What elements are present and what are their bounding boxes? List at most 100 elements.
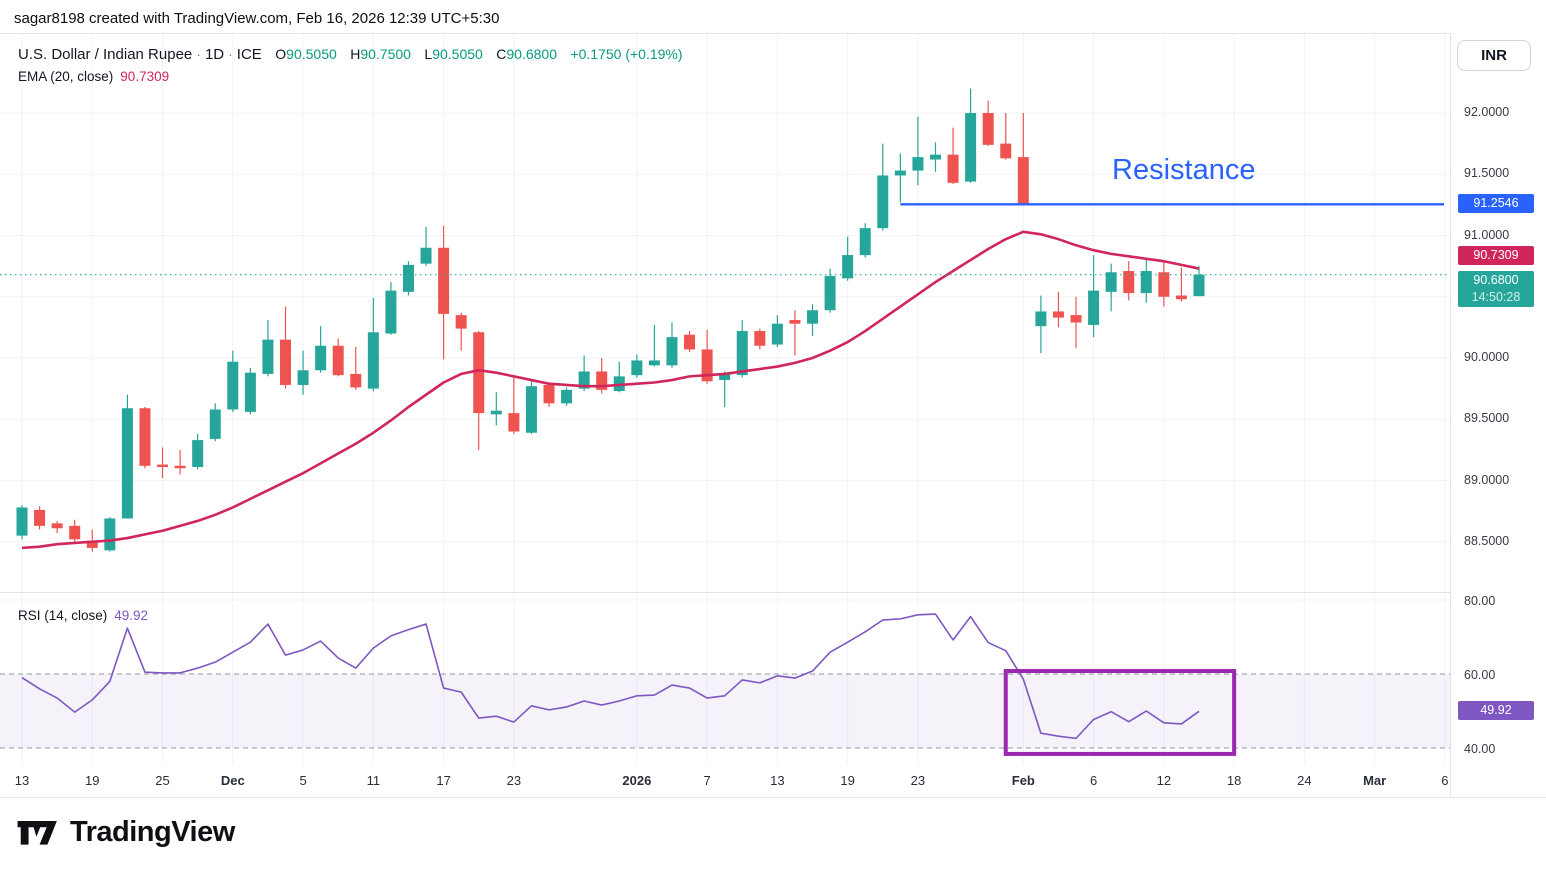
candle-body bbox=[16, 507, 28, 536]
candle-body bbox=[965, 113, 977, 182]
candle-body bbox=[262, 339, 274, 374]
currency-button[interactable]: INR bbox=[1457, 40, 1531, 71]
candle-body bbox=[227, 361, 239, 410]
candle-body bbox=[859, 228, 871, 256]
candle-body bbox=[684, 334, 696, 350]
close-value: 90.6800 bbox=[506, 46, 557, 62]
time-tick-label: 24 bbox=[1297, 773, 1312, 788]
candle-body bbox=[578, 371, 590, 389]
rsi-band bbox=[0, 674, 1450, 748]
candle-body bbox=[1088, 290, 1100, 325]
candle-body bbox=[315, 345, 327, 371]
time-tick-label: 11 bbox=[366, 773, 381, 788]
rsi-tick-label: 60.00 bbox=[1464, 668, 1496, 682]
time-tick-label: 25 bbox=[155, 773, 170, 788]
price-axis[interactable]: INR 92.0000 91.5000 91.0000 90.0000 89.5000 8… bbox=[1450, 33, 1546, 797]
candle-body bbox=[1035, 311, 1047, 327]
price-tick-label: 89.0000 bbox=[1464, 472, 1510, 487]
candle-body bbox=[157, 464, 169, 468]
candle-body bbox=[385, 290, 397, 334]
main-legend: U.S. Dollar / Indian Rupee · 1D · ICE O90.50… bbox=[18, 44, 683, 87]
tradingview-logo-text: TradingView bbox=[70, 815, 235, 848]
resistance-annotation-label[interactable]: Resistance bbox=[1112, 154, 1256, 186]
low-value: 90.5050 bbox=[432, 46, 483, 62]
time-tick-label: 13 bbox=[14, 773, 30, 788]
candle-body bbox=[1052, 311, 1064, 318]
candle-body bbox=[297, 370, 309, 385]
chart-canvas[interactable] bbox=[0, 0, 1546, 798]
time-tick-label: 6 bbox=[1441, 773, 1449, 788]
rsi-indicator-value: 49.92 bbox=[114, 608, 149, 623]
rsi-legend: RSI (14, close) 49.92 bbox=[18, 608, 148, 623]
candle-body bbox=[1123, 271, 1135, 294]
price-tick-label: 91.0000 bbox=[1464, 227, 1510, 242]
time-tick-label: 2026 bbox=[622, 773, 652, 788]
candle-body bbox=[121, 408, 133, 519]
candle-body bbox=[631, 360, 643, 376]
price-tick-label: 89.5000 bbox=[1464, 411, 1510, 426]
candle-body bbox=[34, 509, 46, 526]
candle-body bbox=[86, 540, 98, 548]
rsi-indicator-label[interactable]: RSI (14, close) bbox=[18, 608, 108, 623]
ema-line bbox=[21, 230, 1200, 550]
candle-body bbox=[280, 339, 292, 385]
candle-body bbox=[894, 170, 906, 176]
candle-body bbox=[648, 360, 660, 366]
time-tick-label: 6 bbox=[1089, 773, 1098, 788]
time-axis[interactable]: 13 19 25 Dec 5 11 17 23 2026 7 13 19 23 Feb 6 12 18 24 Mar… bbox=[0, 765, 1450, 797]
candle-body bbox=[1175, 295, 1187, 300]
ema-indicator-label[interactable]: EMA (20, close) bbox=[18, 69, 114, 84]
price-tick-label: 92.0000 bbox=[1464, 105, 1510, 119]
candle-body bbox=[1158, 272, 1170, 297]
candle-body bbox=[508, 413, 520, 432]
time-tick-label: 19 bbox=[85, 773, 100, 788]
candle-body bbox=[1140, 271, 1152, 294]
candle-body bbox=[842, 255, 854, 279]
time-tick-label: 17 bbox=[436, 773, 451, 788]
candle-body bbox=[525, 386, 537, 433]
time-tick-label: Feb bbox=[1011, 773, 1035, 788]
high-value: 90.7500 bbox=[360, 46, 411, 62]
candle-body bbox=[244, 372, 256, 412]
ema-price-chip: 90.7309 bbox=[1458, 245, 1534, 265]
candle-body bbox=[789, 320, 801, 324]
candle-body bbox=[104, 518, 116, 551]
symbol-title[interactable]: U.S. Dollar / Indian Rupee bbox=[18, 46, 193, 63]
candle-body bbox=[824, 275, 836, 311]
candle-body bbox=[1105, 272, 1117, 292]
candle-body bbox=[543, 384, 555, 404]
time-tick-label: 13 bbox=[770, 773, 785, 788]
candle-body bbox=[1000, 143, 1012, 159]
change-value: +0.1750 (+0.19%) bbox=[570, 46, 683, 62]
open-value: 90.5050 bbox=[286, 46, 337, 62]
price-tick-label: 88.5000 bbox=[1464, 533, 1510, 548]
exchange[interactable]: ICE bbox=[236, 46, 262, 63]
tradingview-logo[interactable]: TradingView bbox=[16, 812, 235, 852]
candle-body bbox=[1193, 274, 1205, 297]
timeframe[interactable]: 1D bbox=[204, 46, 225, 63]
time-tick-label: Mar bbox=[1363, 773, 1387, 788]
close-label: C bbox=[496, 46, 507, 62]
rsi-tick-label: 40.00 bbox=[1464, 742, 1496, 756]
low-label: L bbox=[424, 46, 433, 62]
candle-body bbox=[490, 410, 502, 415]
last-price-chip: 90.6800 14:50:28 bbox=[1458, 270, 1534, 307]
candle-body bbox=[982, 113, 994, 145]
candle-body bbox=[666, 337, 678, 366]
time-tick-label: 18 bbox=[1226, 773, 1242, 788]
high-label: H bbox=[350, 46, 361, 62]
candle-body bbox=[192, 440, 204, 468]
candle-body bbox=[209, 409, 221, 439]
time-tick-label: 5 bbox=[299, 773, 307, 788]
time-tick-label: 7 bbox=[703, 773, 711, 788]
candle-body bbox=[350, 373, 362, 388]
rsi-value-chip: 49.92 bbox=[1458, 701, 1534, 721]
rsi-box-annotation bbox=[1003, 669, 1237, 756]
candle-body bbox=[69, 525, 81, 540]
candle-body bbox=[455, 315, 467, 329]
candle-body bbox=[438, 247, 450, 314]
time-tick-label: 23 bbox=[506, 773, 522, 788]
attribution-text: sagar8198 created with TradingView.com, … bbox=[14, 10, 500, 27]
candle-body bbox=[51, 523, 63, 529]
